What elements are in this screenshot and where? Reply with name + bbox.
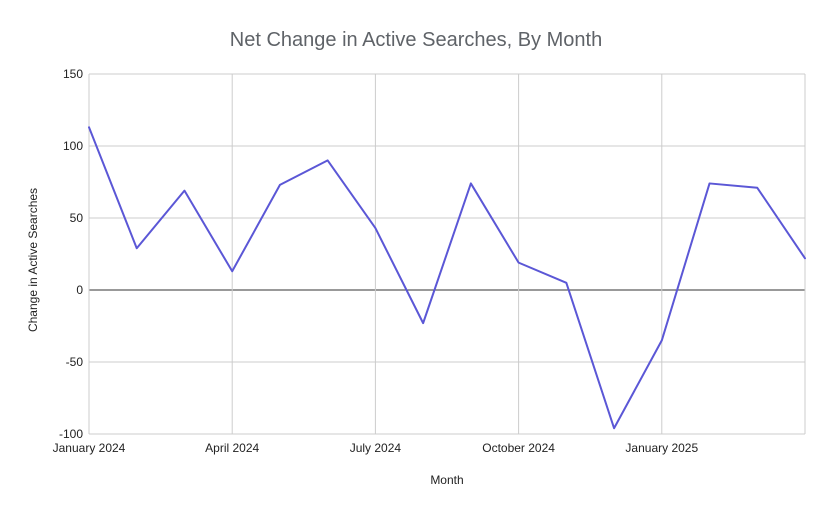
data-point [421,321,425,325]
data-point [182,189,186,193]
y-tick-label: 150 [63,67,83,81]
data-point [564,281,568,285]
grid [88,73,806,435]
data-point [278,183,282,187]
data-point [755,186,759,190]
y-axis-label: Change in Active Searches [26,188,40,332]
x-tick-label: April 2024 [205,441,259,455]
y-tick-label: 0 [76,283,83,297]
y-tick-label: -50 [66,355,84,369]
data-point [87,125,91,129]
data-point [469,181,473,185]
data-point [326,158,330,162]
x-tick-label: October 2024 [482,441,555,455]
y-tick-label: -100 [59,427,83,441]
x-tick-label: January 2024 [53,441,126,455]
y-tick-label: 50 [70,211,84,225]
data-point [612,426,616,430]
chart-title: Net Change in Active Searches, By Month [230,29,602,51]
y-axis-ticks: 150 100 50 0 -50 -100 [59,67,83,441]
data-point [230,269,234,273]
data-point [517,261,521,265]
y-tick-label: 100 [63,139,83,153]
x-axis-label: Month [430,473,463,487]
x-tick-label: July 2024 [350,441,402,455]
data-point [708,181,712,185]
x-axis-ticks: January 2024 April 2024 July 2024 October 2… [53,441,699,455]
data-point [135,246,139,250]
data-point [803,256,807,260]
x-tick-label: January 2025 [625,441,698,455]
series-line [88,126,806,430]
series-layer [87,125,807,430]
data-point [373,226,377,230]
data-point [660,338,664,342]
